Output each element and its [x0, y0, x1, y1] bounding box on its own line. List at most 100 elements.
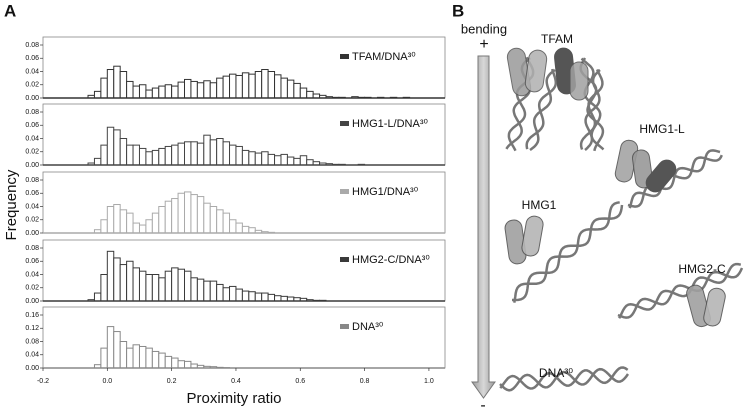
histogram-bar	[158, 147, 166, 166]
dna-strand	[499, 367, 630, 392]
histogram-bar	[267, 71, 276, 99]
histogram-bar	[229, 73, 237, 99]
histogram-bar	[113, 204, 121, 234]
dna-strand	[513, 201, 620, 303]
y-tick-label: 0.00	[25, 230, 39, 237]
histogram-bar	[106, 250, 115, 302]
histogram-bar	[229, 285, 237, 302]
panel-label: B	[452, 1, 464, 20]
minus-sign: -	[480, 397, 485, 411]
histogram-bar	[171, 144, 179, 166]
y-tick-label: 0.08	[25, 42, 39, 49]
histogram-bar	[145, 89, 153, 99]
histogram-bar	[132, 344, 140, 369]
histogram-bar	[267, 293, 276, 302]
x-tick-label: 0.6	[295, 378, 305, 385]
histogram-bar	[138, 224, 147, 234]
histogram-bar	[261, 151, 269, 166]
x-tick-label: 0.2	[167, 378, 177, 385]
protein-helix	[645, 159, 677, 193]
histogram-bar	[190, 194, 198, 234]
histogram-bar	[248, 151, 256, 166]
histogram-bar	[261, 69, 269, 99]
diagram-label: HMG1-L	[639, 122, 685, 136]
histogram-bar	[299, 155, 308, 166]
y-tick-label: 0.02	[25, 149, 39, 156]
histogram-bar	[254, 152, 263, 166]
dna-strand	[579, 68, 604, 150]
y-tick-label: 0.04	[25, 203, 39, 210]
histogram-bar	[235, 74, 243, 99]
dna-strand	[584, 69, 601, 151]
histogram-bar	[203, 202, 211, 234]
histogram-bar	[145, 151, 153, 166]
histogram-bar	[209, 139, 218, 166]
histogram-bar	[235, 222, 243, 234]
y-tick-label: 0.00	[25, 365, 39, 372]
histogram-bar	[203, 80, 211, 99]
histogram-bar	[119, 71, 128, 99]
histogram-bar	[132, 85, 140, 99]
y-tick-label: 0.04	[25, 271, 39, 278]
histogram-bar	[164, 355, 173, 369]
histogram-bar	[196, 82, 205, 99]
histogram-bar	[184, 78, 192, 99]
y-axis-label: Frequency	[3, 169, 20, 240]
histogram-bar	[190, 277, 198, 302]
histogram-bar	[138, 84, 147, 99]
histogram-bar	[229, 144, 237, 166]
dna-strand	[617, 267, 744, 319]
y-tick-label: 0.08	[25, 338, 39, 345]
plus-sign: +	[479, 36, 488, 53]
histogram-bar	[164, 270, 173, 302]
histogram-bar	[106, 126, 115, 166]
histogram-bar	[151, 274, 160, 302]
histogram-bar	[248, 291, 256, 302]
y-tick-label: 0.08	[25, 245, 39, 252]
histogram-bar	[100, 144, 108, 166]
histogram-bar	[222, 141, 231, 166]
histogram-bar	[184, 141, 192, 166]
x-tick-label: 1.0	[424, 378, 434, 385]
y-tick-label: 0.06	[25, 258, 39, 265]
histogram-bar	[274, 295, 282, 302]
histogram-bar	[113, 331, 121, 369]
legend-swatch	[340, 324, 349, 329]
histogram-bar	[100, 347, 108, 369]
x-tick-label: 0.8	[360, 378, 370, 385]
histogram-bar	[184, 191, 192, 234]
histogram-bar	[280, 153, 288, 166]
y-tick-label: 0.02	[25, 82, 39, 89]
protein-helix	[521, 215, 544, 257]
protein-helix	[524, 49, 548, 93]
histogram-bar	[274, 74, 282, 99]
histogram-bar	[222, 287, 231, 302]
diagram-label: DNA³⁰	[539, 366, 573, 380]
legend-swatch	[340, 54, 349, 59]
histogram-bar	[229, 219, 237, 234]
proteins	[504, 47, 726, 328]
legend-label: HMG1-L/DNA³⁰	[352, 118, 429, 130]
x-tick-label: -0.2	[37, 378, 49, 385]
histogram-bar	[261, 292, 269, 302]
histogram-bar	[177, 268, 186, 302]
dna-strand	[627, 149, 721, 208]
histogram-bar	[216, 138, 224, 166]
histogram-bar	[126, 212, 134, 234]
histogram-bar	[126, 80, 134, 99]
dna-strand	[618, 262, 742, 319]
histogram-bar	[171, 85, 179, 99]
histogram-bar	[113, 129, 121, 166]
histogram-bar	[164, 200, 173, 234]
x-tick-label: 0.0	[102, 378, 112, 385]
dna-strand	[512, 204, 624, 302]
histogram-bar	[235, 145, 243, 166]
histogram-bar	[158, 206, 166, 234]
histogram-bar	[235, 288, 243, 302]
panel-label: A	[4, 1, 16, 20]
histogram-bar	[151, 350, 160, 369]
histogram-bar	[100, 219, 108, 234]
histogram-bar	[113, 65, 121, 99]
y-tick-label: 0.16	[25, 312, 39, 319]
histogram-bar	[93, 90, 102, 99]
